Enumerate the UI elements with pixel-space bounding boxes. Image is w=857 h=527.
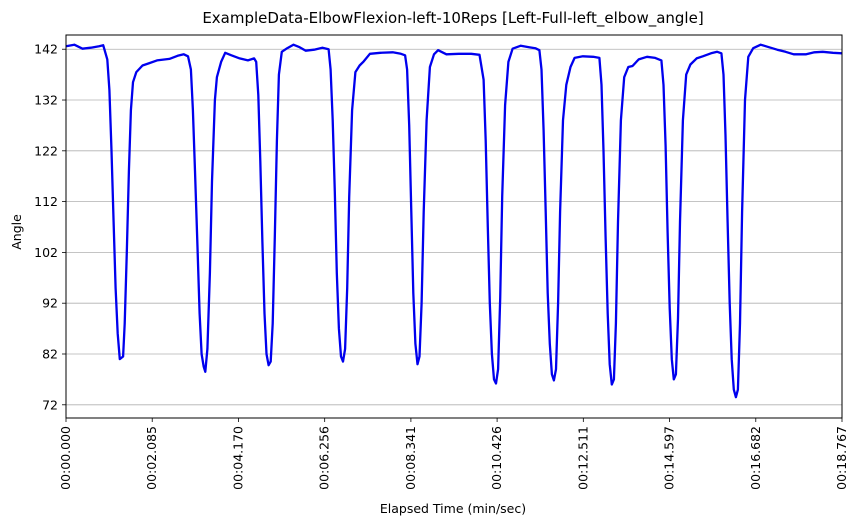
x-tick-label: 00:10.426 xyxy=(489,426,504,490)
x-tick-label: 00:14.597 xyxy=(662,426,677,490)
y-gridlines xyxy=(66,48,842,406)
y-tick-label: 102 xyxy=(34,245,58,260)
x-tick-label: 00:08.341 xyxy=(403,426,418,490)
x-tick-label: 00:12.511 xyxy=(575,426,590,490)
x-tick-label: 00:16.682 xyxy=(748,426,763,490)
y-tick-label: 122 xyxy=(34,143,58,158)
y-tick-label: 72 xyxy=(42,397,58,412)
y-tick-label: 112 xyxy=(34,194,58,209)
y-tick-label: 92 xyxy=(42,296,58,311)
x-tick-label: 00:04.170 xyxy=(230,426,245,490)
y-tick-label: 132 xyxy=(34,93,58,108)
x-tick-label: 00:18.767 xyxy=(834,426,849,490)
chart-title: ExampleData-ElbowFlexion-left-10Reps [Le… xyxy=(202,9,703,28)
y-tick-label: 142 xyxy=(34,42,58,57)
x-tick-label: 00:00.000 xyxy=(58,426,73,490)
x-tick-label: 00:02.085 xyxy=(144,426,159,490)
y-tick-label: 82 xyxy=(42,346,58,361)
y-axis-ticks: 72 82 92 102 112 122 132 142 xyxy=(34,42,66,412)
x-axis-label: Elapsed Time (min/sec) xyxy=(380,501,526,516)
plot-frame xyxy=(65,34,843,419)
series-line xyxy=(65,43,843,399)
y-axis-label: Angle xyxy=(9,214,24,250)
x-tick-label: 00:06.256 xyxy=(317,426,332,490)
x-axis-ticks: 00:00.000 00:02.085 00:04.170 00:06.256 00:0… xyxy=(58,418,849,490)
